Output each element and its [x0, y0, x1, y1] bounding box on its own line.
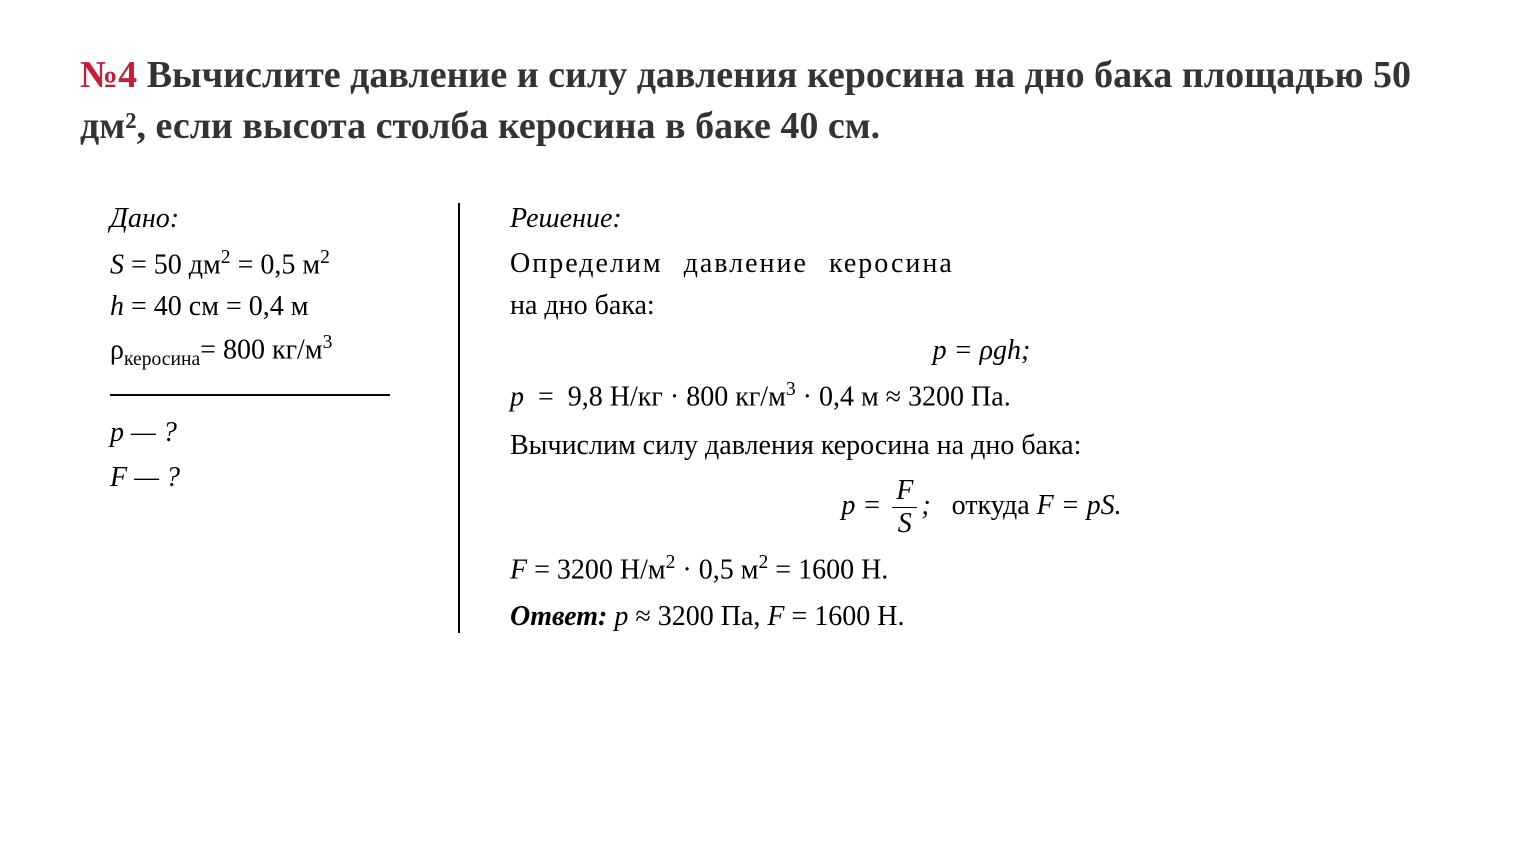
calc-force: F = 3200 Н/м2 · 0,5 м2 = 1600 Н.: [510, 552, 1453, 586]
given-density: ρкеросина= 800 кг/м3: [110, 328, 418, 374]
calc-pressure: p = 9,8 Н/кг · 800 кг/м3 · 0,4 м ≈ 3200 …: [510, 379, 1453, 413]
find-pressure: p — ?: [110, 411, 418, 456]
given-section: Дано: S = 50 дм2 = 0,5 м2 h = 40 см = 0,…: [80, 203, 460, 634]
answer: Ответ: p ≈ 3200 Па, F = 1600 Н.: [510, 601, 1453, 633]
find-force: F — ?: [110, 456, 418, 501]
formula-pressure: p = ρgh;: [510, 335, 1453, 367]
step2-text: Вычислим силу давления керосина на дно б…: [510, 425, 1453, 467]
solution-title: Решение:: [510, 203, 1453, 235]
problem-number: №4: [80, 54, 137, 96]
solution-section: Решение: Определим давление керосина на …: [460, 203, 1453, 634]
given-area: S = 50 дм2 = 0,5 м2: [110, 243, 418, 286]
formula-force: p = FS; откуда F = pS.: [510, 475, 1453, 540]
problem-text: Вычислите давление и силу давления керос…: [80, 54, 1411, 147]
problem-statement: №4 Вычислите давление и силу давления ке…: [80, 50, 1453, 153]
solution-container: Дано: S = 50 дм2 = 0,5 м2 h = 40 см = 0,…: [80, 203, 1453, 634]
divider-line: [110, 394, 390, 396]
given-height: h = 40 см = 0,4 м: [110, 286, 418, 328]
step1-text: Определим давление керосина на дно бака:: [510, 243, 1453, 327]
given-title: Дано:: [110, 203, 418, 235]
